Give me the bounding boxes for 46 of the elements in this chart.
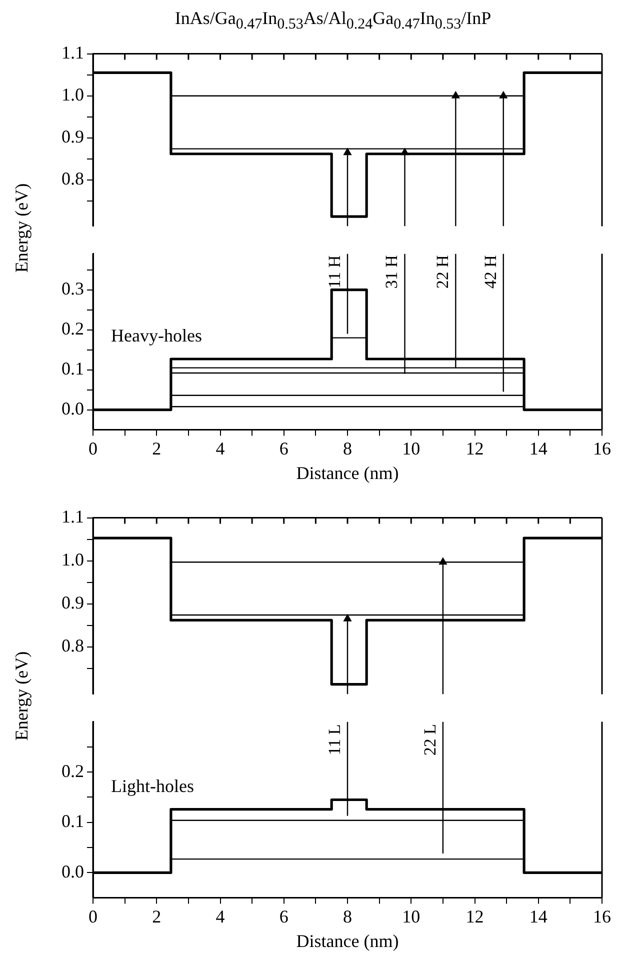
- y-tick-label: 1.0: [62, 550, 84, 570]
- x-tick-label: 4: [216, 438, 225, 458]
- x-tick-label: 0: [88, 906, 98, 926]
- x-tick-label: 2: [152, 906, 162, 926]
- y-tick-label: 0.9: [62, 592, 84, 613]
- y-tick-label: 0.2: [62, 760, 84, 781]
- annotation: 42 H: [480, 255, 500, 289]
- x-tick-label: 16: [593, 438, 611, 458]
- x-tick-label: 4: [216, 906, 225, 926]
- x-tick-label: 14: [529, 906, 548, 926]
- x-tick-label: 8: [343, 906, 352, 926]
- y-tick-label: 0.9: [62, 126, 84, 147]
- annotation: 11 H: [324, 255, 344, 288]
- x-tick-label: 10: [402, 906, 420, 926]
- y-axis-title: Energy (eV): [12, 183, 32, 273]
- x-tick-label: 2: [152, 438, 162, 458]
- x-tick-label: 8: [343, 438, 352, 458]
- annotation: 22 H: [433, 255, 452, 289]
- x-tick-label: 16: [593, 906, 611, 926]
- y-tick-label: 1.1: [62, 42, 84, 63]
- annotation: Light-holes: [111, 776, 194, 796]
- y-tick-label: 0.2: [62, 318, 84, 339]
- annotation: 31 H: [382, 255, 402, 289]
- y-tick-label: 0.1: [62, 358, 84, 379]
- x-axis-title: Distance (nm): [296, 462, 399, 483]
- annotation: 22 L: [420, 724, 440, 756]
- x-tick-label: 12: [466, 906, 484, 926]
- x-tick-label: 12: [466, 438, 484, 458]
- x-tick-label: 6: [279, 906, 288, 926]
- y-tick-label: 1.0: [62, 84, 84, 105]
- x-axis-title: Distance (nm): [296, 930, 399, 951]
- x-tick-label: 14: [529, 438, 548, 458]
- y-tick-label: 0.8: [62, 168, 84, 189]
- y-tick-label: 0.3: [62, 278, 84, 299]
- y-tick-label: 0.1: [62, 811, 84, 832]
- y-tick-label: 0.0: [62, 398, 84, 419]
- x-tick-label: 6: [279, 438, 288, 458]
- chart-title: InAs/Ga$_{0.47}$In$_{0.53}$As/Al$_{0.24}$Ga$_{0.47}$In$_{0.53}$/InP: [174, 8, 492, 33]
- annotation: Heavy-holes: [111, 326, 202, 346]
- annotation: 11 L: [324, 724, 344, 756]
- y-tick-label: 1.1: [62, 506, 84, 527]
- y-tick-label: 0.8: [62, 636, 84, 656]
- y-axis-title: Energy (eV): [12, 651, 32, 741]
- x-tick-label: 0: [88, 438, 98, 458]
- x-tick-label: 10: [402, 438, 420, 458]
- y-tick-label: 0.0: [62, 861, 84, 882]
